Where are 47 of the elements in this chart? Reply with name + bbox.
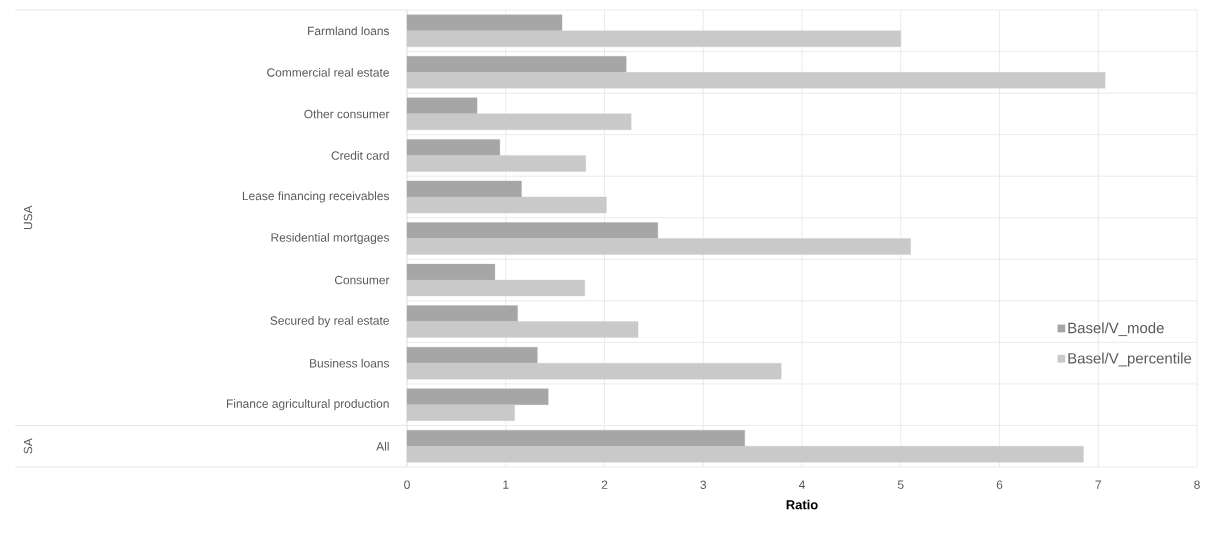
- y-tick-label: Farmland loans: [308, 26, 390, 36]
- bar: [406, 30, 901, 47]
- bar: [406, 430, 745, 447]
- bar: [406, 263, 496, 281]
- x-tick-label: 4: [798, 480, 805, 489]
- bar: [406, 321, 639, 338]
- bar: [406, 404, 515, 421]
- bar: [406, 388, 549, 405]
- y-tick-label: Business loans: [310, 358, 390, 368]
- x-tick-label: 6: [996, 480, 1003, 489]
- text: USA: [23, 205, 33, 230]
- y-tick-label: Other consumer: [304, 109, 390, 119]
- x-tick-label: 3: [700, 480, 707, 489]
- bar: [406, 238, 911, 255]
- bar: [406, 113, 632, 131]
- y-tick-label: Finance agricultural production: [226, 399, 389, 411]
- bar: [406, 139, 500, 156]
- bar: [406, 222, 658, 239]
- bar: [406, 279, 585, 297]
- x-tick-label: 7: [1095, 480, 1101, 489]
- bar: [406, 56, 627, 73]
- bar: [406, 72, 1106, 89]
- bar: [406, 180, 522, 198]
- bar: [406, 362, 782, 380]
- bar: [406, 446, 1084, 463]
- y-tick-label: Consumer: [334, 275, 390, 285]
- legend-label: Basel/V_percentile: [1068, 352, 1192, 367]
- text: SA: [23, 438, 33, 454]
- y-tick-label: All: [376, 441, 389, 451]
- x-tick-label: 0: [404, 480, 410, 489]
- y-tick-label: Credit card: [331, 151, 389, 160]
- y-tick-label: Secured by real estate: [270, 316, 389, 328]
- y-tick-label: Commercial real estate: [267, 67, 389, 77]
- x-tick-label: 8: [1194, 480, 1200, 489]
- bar: [406, 155, 586, 172]
- legend-label: Basel/V_mode: [1068, 322, 1164, 337]
- x-tick-label: 5: [897, 480, 904, 489]
- y-tick-label: Residential mortgages: [271, 232, 390, 245]
- x-axis-title: Ratio: [786, 499, 818, 510]
- bar: [406, 305, 518, 322]
- bar: [406, 97, 478, 115]
- bar: [406, 14, 563, 31]
- x-tick-label: 2: [601, 480, 608, 489]
- bar: [406, 196, 607, 214]
- bar: [406, 346, 538, 364]
- x-tick-label: 1: [503, 480, 509, 489]
- y-tick-label: Lease financing receivables: [242, 191, 390, 203]
